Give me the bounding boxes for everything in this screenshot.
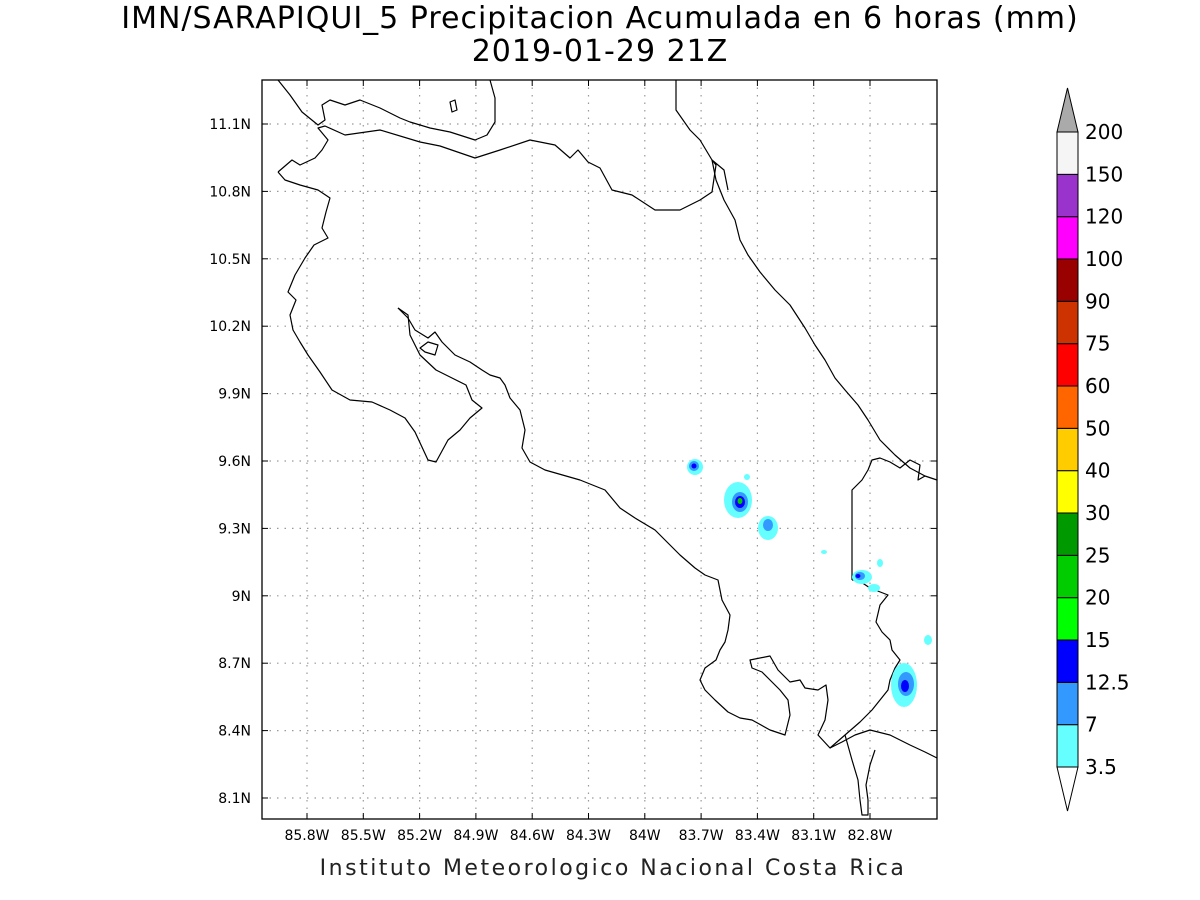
- precip-cell-6: [852, 570, 880, 592]
- coast-panama-south: [829, 729, 938, 759]
- colorbar: [1056, 87, 1079, 812]
- lat-tick-label: 9.3N: [218, 521, 251, 537]
- coast-caribbean: [675, 80, 938, 481]
- colorbar-label: 7: [1085, 713, 1098, 737]
- lat-tick-label: 9.6N: [218, 454, 251, 470]
- lat-tick-label: 10.5N: [209, 252, 251, 268]
- lat-tick-label: 8.4N: [218, 724, 251, 740]
- colorbar-segment: [1056, 427, 1079, 472]
- lon-tick-label: 85.5W: [341, 828, 386, 844]
- colorbar-segment: [1056, 300, 1079, 345]
- colorbar-segment: [1056, 639, 1079, 683]
- coast-gulf-nicoya: [397, 307, 901, 749]
- border-panama: [851, 457, 926, 580]
- colorbar-segment: [1056, 385, 1079, 429]
- colorbar-segment: [1056, 343, 1079, 387]
- colorbar-segment: [1056, 724, 1079, 768]
- colorbar-segment: [1056, 512, 1079, 556]
- colorbar-over-arrow: [1056, 87, 1079, 133]
- colorbar-label: 20: [1085, 586, 1110, 610]
- colorbar-label: 40: [1085, 459, 1110, 483]
- lat-tick-label: 9N: [232, 589, 251, 605]
- colorbar-labels: 3.5 7 12.5 15 20 25 30 40 50 60 75 90 100 120 150 200: [1085, 120, 1130, 779]
- colorbar-label: 3.5: [1085, 755, 1117, 779]
- colorbar-segment: [1056, 554, 1079, 599]
- axis-ticks: [262, 80, 937, 819]
- lat-tick-label: 10.2N: [209, 319, 251, 335]
- credit-text: Instituto Meteorologico Nacional Costa R…: [319, 856, 907, 881]
- precip-cell-7: [877, 559, 883, 567]
- lake-nicaragua-shore: [277, 79, 496, 141]
- lat-tick-label: 11.1N: [209, 117, 251, 133]
- lat-tick-label: 8.7N: [218, 656, 251, 672]
- map-datetime: 2019-01-29 21Z: [471, 34, 729, 69]
- map-title: IMN/SARAPIQUI_5 Precipitacion Acumulada …: [121, 1, 1079, 36]
- colorbar-segment: [1056, 258, 1079, 302]
- colorbar-segment: [1056, 470, 1079, 514]
- colorbar-label: 60: [1085, 374, 1110, 398]
- lat-tick-label: 8.1N: [218, 791, 251, 807]
- coast-burica: [844, 734, 876, 816]
- lon-tick-label: 84.3W: [566, 828, 611, 844]
- lon-tick-label: 82.8W: [847, 828, 892, 844]
- coast-nicoya: [277, 171, 483, 463]
- lon-tick-label: 83.1W: [791, 828, 836, 844]
- colorbar-segment: [1056, 173, 1079, 218]
- colorbar-under-arrow: [1056, 766, 1079, 812]
- lagoon-outline: [419, 341, 439, 356]
- precipitation-field: [687, 459, 932, 707]
- precip-cell-4: [758, 516, 778, 540]
- lon-tick-label: 85.8W: [284, 828, 329, 844]
- precip-cell-3: [744, 474, 750, 480]
- colorbar-label: 90: [1085, 289, 1110, 313]
- lat-tick-label: 9.9N: [218, 387, 251, 403]
- colorbar-label: 150: [1085, 162, 1123, 186]
- colorbar-label: 100: [1085, 247, 1123, 271]
- lon-tick-label: 83.4W: [735, 828, 780, 844]
- lat-tick-label: 10.8N: [209, 184, 251, 200]
- lon-tick-label: 84.9W: [453, 828, 498, 844]
- colorbar-segment: [1056, 597, 1079, 641]
- colorbar-label: 30: [1085, 501, 1110, 525]
- colorbar-label: 50: [1085, 416, 1110, 440]
- lon-tick-label: 84.6W: [510, 828, 555, 844]
- colorbar-segment: [1056, 216, 1079, 260]
- colorbar-label: 12.5: [1085, 670, 1130, 694]
- colorbar-segment: [1056, 131, 1079, 175]
- lake-island: [449, 99, 458, 113]
- longitude-labels: 85.8W 85.5W 85.2W 84.9W 84.6W 84.3W 84W 83.7W 83…: [284, 828, 892, 844]
- precip-cell-5: [821, 550, 827, 554]
- precip-cell-1: [687, 459, 703, 475]
- lon-tick-label: 84W: [629, 828, 661, 844]
- precip-cell-8: [924, 635, 932, 645]
- precip-cell-2: [724, 482, 752, 518]
- lon-tick-label: 83.7W: [679, 828, 724, 844]
- gridlines: [262, 80, 937, 819]
- colorbar-label: 200: [1085, 120, 1123, 144]
- precip-cell-9: [891, 663, 917, 707]
- colorbar-label: 15: [1085, 628, 1110, 652]
- lon-tick-label: 85.2W: [397, 828, 442, 844]
- latitude-labels: 11.1N 10.8N 10.5N 10.2N 9.9N 9.6N 9.3N 9N 8.7N 8.…: [209, 117, 251, 807]
- colorbar-label: 75: [1085, 332, 1110, 356]
- colorbar-label: 120: [1085, 205, 1123, 229]
- coastline: [277, 79, 938, 816]
- colorbar-segment: [1056, 681, 1079, 726]
- border-nicaragua: [277, 125, 729, 211]
- colorbar-label: 25: [1085, 543, 1110, 567]
- map-frame: [261, 79, 938, 820]
